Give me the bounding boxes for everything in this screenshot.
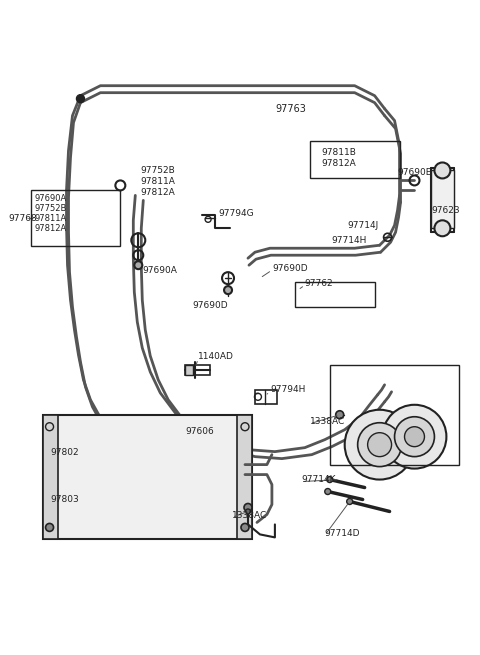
Text: 97802: 97802 [50,448,79,457]
Text: 1140AD: 1140AD [198,352,234,362]
Circle shape [358,422,402,466]
Bar [185,365,210,375]
Circle shape [327,477,333,483]
Text: 97714D: 97714D [325,529,360,538]
Text: 97714K: 97714K [302,475,336,484]
Circle shape [244,504,252,512]
Circle shape [325,489,331,495]
Text: 97714H: 97714H [332,236,367,245]
Bar [310,141,399,178]
Bar [185,365,193,375]
Text: 97794H: 97794H [270,385,305,394]
Text: 1338AC: 1338AC [232,511,267,520]
Text: 97690A: 97690A [35,194,67,203]
Circle shape [405,426,424,447]
Circle shape [434,220,450,236]
Circle shape [345,410,415,479]
Circle shape [395,417,434,457]
Text: 97811A: 97811A [140,177,175,186]
Text: 97690D: 97690D [272,264,308,272]
Text: 1338AC: 1338AC [310,417,345,426]
Bar [31,191,120,246]
Bar [295,282,374,307]
Circle shape [76,95,84,103]
Text: 97752B: 97752B [35,204,67,213]
Text: 97803: 97803 [50,495,79,504]
Bar [432,170,455,229]
Bar [237,415,252,539]
Text: 97606: 97606 [185,427,214,436]
Text: 97768: 97768 [9,214,37,223]
Bar [330,365,459,464]
Circle shape [368,433,392,457]
Text: 97762: 97762 [305,278,334,288]
Circle shape [383,405,446,468]
Text: 97811B: 97811B [322,148,357,157]
Bar [255,390,277,403]
Text: 97690E: 97690E [397,168,432,177]
Bar [43,415,252,539]
Text: 97812A: 97812A [35,224,67,233]
Text: 97623: 97623 [432,206,460,215]
Circle shape [224,286,232,294]
Text: 97763: 97763 [275,103,306,113]
Circle shape [134,261,142,269]
Text: 97812A: 97812A [322,159,357,168]
Circle shape [46,523,54,531]
Circle shape [347,498,353,504]
Text: —: — [26,215,34,221]
Circle shape [245,509,251,514]
Circle shape [336,411,344,419]
Bar [43,415,58,539]
Text: 97690D: 97690D [192,301,228,310]
Text: 97752B: 97752B [140,166,175,175]
Text: 97794G: 97794G [218,209,254,218]
Text: 97690A: 97690A [142,266,177,274]
Circle shape [241,523,249,531]
Text: 97714J: 97714J [348,221,379,230]
Text: 97812A: 97812A [140,188,175,197]
Text: 97811A: 97811A [35,214,67,223]
Circle shape [434,162,450,178]
